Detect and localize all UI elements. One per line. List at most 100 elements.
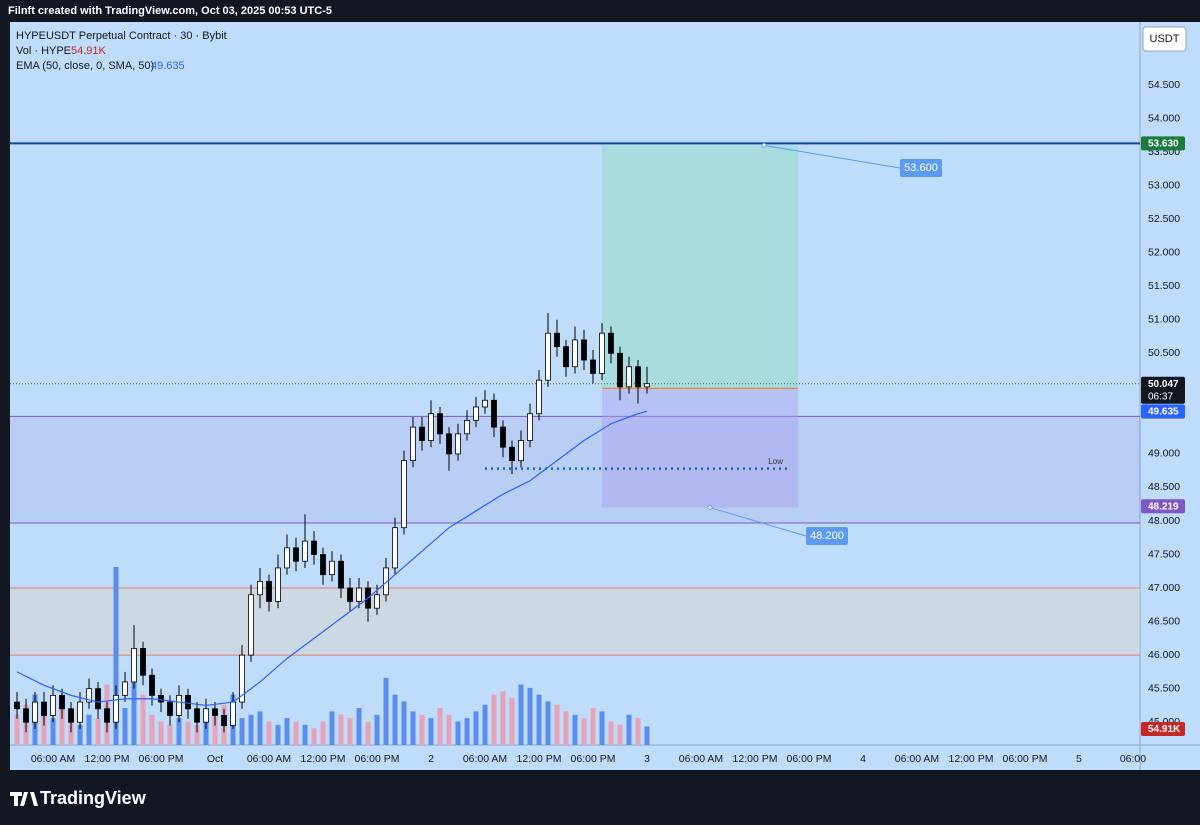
y-tick-label: 47.000 — [1148, 582, 1180, 594]
volume-bar — [392, 694, 398, 745]
volume-bar — [626, 714, 632, 745]
candle-body — [320, 554, 326, 576]
volume-bar — [563, 711, 569, 745]
volume-bar — [347, 718, 353, 745]
candle-body — [185, 694, 191, 710]
x-tick-label: 06:00 PM — [1003, 753, 1048, 765]
volume-bar — [275, 724, 281, 745]
candle-body — [284, 547, 290, 569]
currency-button[interactable] — [1142, 26, 1187, 52]
volume-bar — [113, 567, 119, 745]
candle-body — [32, 701, 38, 723]
volume-bar — [464, 718, 470, 745]
volume-bar — [50, 718, 56, 745]
candle-body — [113, 694, 119, 723]
y-tick-label: 54.000 — [1148, 112, 1180, 124]
volume-badge-label: 54.91K — [1148, 724, 1181, 735]
volume-badge — [1141, 722, 1185, 736]
volume-bar — [635, 718, 641, 745]
ema-line — [16, 410, 648, 707]
candle-body — [14, 701, 20, 710]
candle-body — [95, 688, 101, 710]
volume-bar — [95, 718, 101, 745]
target-zone — [601, 145, 799, 389]
volume-bar — [131, 677, 137, 745]
candle-body — [572, 339, 578, 368]
callout-line — [709, 507, 807, 537]
zone — [10, 588, 1140, 656]
price-badge — [1141, 404, 1185, 419]
x-tick-label: 06:00 AM — [679, 753, 723, 765]
volume-bar — [248, 714, 254, 745]
volume-bar — [527, 687, 533, 745]
candle-body — [203, 708, 209, 723]
x-tick-label: 06:00 AM — [247, 753, 291, 765]
candle-body — [50, 694, 56, 716]
candle-body — [257, 580, 263, 596]
candle-body — [500, 426, 506, 448]
candle-body — [194, 708, 200, 723]
volume-bar — [311, 728, 317, 745]
x-tick-label: 12:00 PM — [517, 753, 562, 765]
candle-body — [563, 346, 569, 368]
candle-body — [581, 339, 587, 361]
volume-bar — [365, 721, 371, 745]
candle-body — [518, 440, 524, 462]
y-tick-label: 48.000 — [1148, 515, 1180, 527]
volume-bar — [608, 721, 614, 745]
volume-bar — [500, 691, 506, 745]
callout-box — [806, 527, 848, 545]
candle-body — [482, 399, 488, 408]
x-tick-label: 3 — [644, 753, 650, 765]
candle-body — [68, 708, 74, 723]
x-tick-label: 4 — [860, 753, 866, 765]
candle-body — [212, 708, 218, 716]
y-tick-label: 46.000 — [1148, 649, 1180, 661]
x-tick-label: 06:00 AM — [31, 753, 75, 765]
candle-body — [104, 708, 110, 723]
candle-body — [329, 560, 335, 576]
candle-body — [122, 681, 128, 696]
plot: Low 53.600 48.200 — [10, 142, 1140, 745]
callout-box — [900, 159, 942, 177]
y-tick-label: 45.500 — [1148, 682, 1180, 694]
currency-button-label[interactable]: USDT — [1150, 33, 1180, 45]
x-tick-label: 06:00 PM — [355, 753, 400, 765]
volume-legend-value: 54.91K — [71, 45, 107, 57]
x-tick-label: 06:00 — [1120, 753, 1146, 765]
volume-bar — [41, 711, 47, 745]
candle-body — [311, 540, 317, 555]
candle-body — [167, 701, 173, 716]
volume-bar — [536, 694, 542, 745]
volume-bar — [167, 724, 173, 745]
candle-body — [599, 332, 605, 374]
candle-body — [617, 352, 623, 388]
volume-bar — [518, 684, 524, 745]
volume-bar — [185, 721, 191, 745]
last-price-label: 50.047 — [1148, 379, 1179, 390]
y-tick-label: 51.000 — [1148, 314, 1180, 326]
candle-body — [644, 383, 650, 388]
candle-body — [86, 688, 92, 703]
candle-body — [410, 426, 416, 462]
candle-body — [509, 446, 515, 462]
volume-bar — [491, 694, 497, 745]
price-badge-label: 53.630 — [1148, 139, 1179, 150]
stop-zone — [601, 388, 799, 508]
candle-body — [302, 540, 308, 562]
candle-body — [491, 399, 497, 428]
volume-bar — [203, 714, 209, 745]
volume-bar — [158, 721, 164, 745]
x-tick-label: 06:00 AM — [463, 753, 507, 765]
volume-bar — [545, 701, 551, 745]
y-tick-label: 50.500 — [1148, 347, 1180, 359]
volume-bar — [239, 718, 245, 745]
volume-bar — [482, 704, 488, 745]
candle-body — [392, 527, 398, 569]
price-badge — [1141, 499, 1185, 514]
candle-body — [464, 419, 470, 435]
y-tick-label: 49.000 — [1148, 448, 1180, 460]
candle-body — [149, 674, 155, 696]
volume-bar — [572, 714, 578, 745]
volume-legend: Vol · HYPE — [16, 45, 71, 57]
